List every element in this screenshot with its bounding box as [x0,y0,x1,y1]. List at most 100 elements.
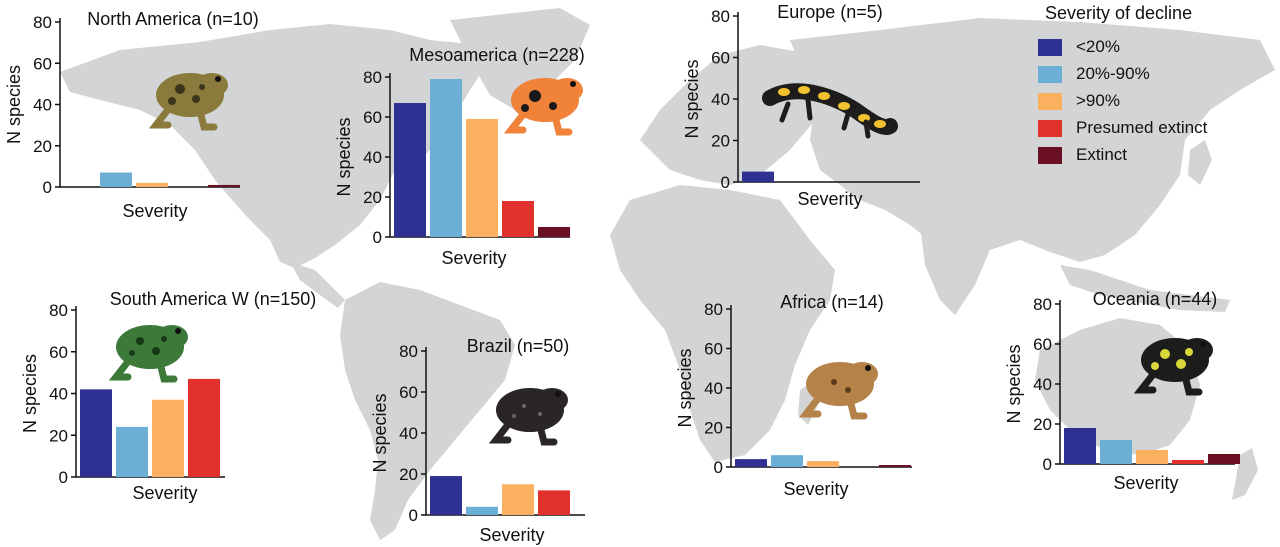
y-tick-label: 80 [33,13,52,32]
legend-swatch [1038,65,1062,83]
legend-swatch [1038,38,1062,56]
chart-title: North America (n=10) [87,9,259,29]
legend-item: Presumed extinct [1038,117,1207,139]
europe-landmass [640,45,820,185]
x-axis-label: Severity [479,525,544,545]
legend-label: 20%-90% [1076,64,1150,83]
new-zealand-landmass [1232,448,1258,500]
y-axis-label: N species [370,393,390,472]
y-tick-label: 60 [399,383,418,402]
y-tick-label: 0 [373,228,382,247]
brown-frog-icon [798,362,878,420]
y-tick-label: 80 [704,300,723,319]
y-tick-label: 60 [704,340,723,359]
bar-<20% [80,389,112,477]
legend-item: <20% [1038,36,1120,58]
y-tick-label: 0 [43,178,52,197]
legend-item: >90% [1038,90,1120,112]
bar-Extinct [1208,454,1240,464]
y-tick-label: 20 [363,188,382,207]
fire-salamander-icon [762,83,898,139]
bar-Presumed extinct [1172,460,1204,464]
y-tick-label: 40 [33,96,52,115]
bar-20%-90% [1100,440,1132,464]
y-tick-label: 40 [1033,375,1052,394]
legend-label: Extinct [1076,145,1128,164]
y-tick-label: 0 [409,506,418,525]
y-tick-label: 20 [704,419,723,438]
y-tick-label: 60 [49,343,68,362]
x-axis-label: Severity [132,483,197,503]
x-axis-label: Severity [441,248,506,268]
y-tick-label: 40 [49,385,68,404]
y-tick-label: 20 [399,465,418,484]
y-tick-label: 80 [711,7,730,26]
bar->90% [1136,450,1168,464]
y-tick-label: 20 [33,137,52,156]
chart-title: Africa (n=14) [780,292,884,312]
y-tick-label: 20 [1033,415,1052,434]
chart-title: Oceania (n=44) [1093,289,1218,309]
bar-Extinct [538,227,570,237]
greenland-landmass [450,8,590,110]
bar->90% [466,119,498,237]
legend-label: <20% [1076,37,1120,56]
y-tick-label: 0 [714,458,723,477]
bar-Presumed extinct [502,201,534,237]
y-axis-label: N species [675,348,695,427]
africa-landmass [610,185,835,462]
bar->90% [152,399,184,477]
bar-<20% [735,459,767,467]
south-america-landmass [340,282,515,540]
legend-item: 20%-90% [1038,63,1150,85]
bar->90% [807,461,839,467]
x-axis-label: Severity [1113,473,1178,493]
chart-title: Brazil (n=50) [467,336,570,356]
chart-title: Mesoamerica (n=228) [409,45,585,65]
y-tick-label: 20 [711,132,730,151]
y-axis-label: N species [20,354,40,433]
bar->90% [502,484,534,515]
bar-20%-90% [430,79,462,237]
y-axis-label: N species [4,65,24,144]
y-tick-label: 0 [721,173,730,192]
legend-item: Extinct [1038,144,1127,166]
central-america-landmass [290,262,345,308]
toad-icon [148,73,228,131]
y-tick-label: 80 [1033,295,1052,314]
y-tick-label: 80 [399,342,418,361]
bar-20%-90% [100,172,132,187]
southeast-asia-islands [1060,265,1230,312]
y-tick-label: 0 [1043,455,1052,474]
x-axis-label: Severity [783,479,848,499]
green-frog-icon [108,325,188,383]
bar-Extinct [879,465,911,467]
bar-Extinct [208,184,240,187]
bar-20%-90% [771,455,803,467]
y-tick-label: 40 [711,90,730,109]
corroboree-frog-icon [1133,338,1213,396]
bar-<20% [430,476,462,515]
y-tick-label: 80 [363,68,382,87]
y-tick-label: 40 [704,379,723,398]
severity-legend: Severity of decline <20% 20%-90% >90% Pr… [1030,0,1280,175]
bar-20%-90% [116,426,148,477]
india-landmass [920,225,990,315]
legend-title: Severity of decline [1045,3,1193,23]
legend-label: Presumed extinct [1076,118,1208,137]
bar->90% [136,182,168,187]
chart-title: Europe (n=5) [777,2,883,22]
harlequin-frog-icon [503,78,583,136]
legend-label: >90% [1076,91,1120,110]
asia-landmass [790,18,1275,262]
bar-20%-90% [466,506,498,515]
bar-<20% [394,103,426,237]
x-axis-label: Severity [797,189,862,209]
